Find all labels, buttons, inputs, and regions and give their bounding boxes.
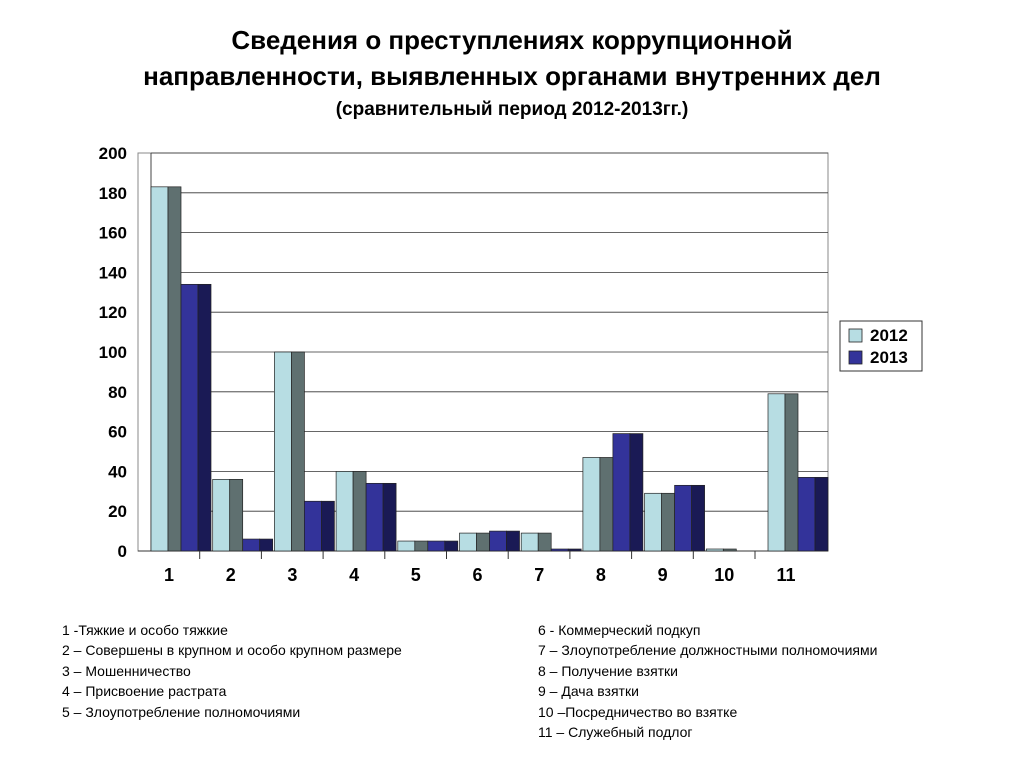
note-item: 3 – Мошенничество — [62, 662, 191, 679]
x-tick-label: 4 — [349, 565, 359, 585]
x-tick-label: 11 — [776, 565, 795, 585]
y-tick-label: 200 — [99, 144, 127, 163]
y-tick-label: 20 — [108, 502, 127, 521]
bar-2012-3 — [274, 351, 292, 552]
y-tick-label: 40 — [108, 462, 127, 481]
y-tick-label: 80 — [108, 383, 127, 402]
bar-side-2013-5 — [444, 540, 459, 552]
bar-2012-6 — [459, 532, 477, 552]
bar-side-2013-4 — [382, 482, 397, 552]
bar-side-2013-3 — [321, 500, 335, 552]
note-item: 11 – Служебный подлог — [538, 723, 693, 740]
y-tick-label: 120 — [99, 303, 127, 322]
legend-label-2012: 2012 — [870, 326, 908, 345]
note-item: 6 - Коммерческий подкуп — [538, 622, 701, 638]
x-tick-label: 2 — [226, 565, 236, 585]
bar-side-2012-5 — [414, 540, 429, 552]
category-notes-left: 1 -Тяжкие и особо тяжкие 2 – Совершены в… — [62, 620, 402, 722]
bar-2013-3 — [304, 500, 322, 552]
note-item: 4 – Присвоение растрата — [62, 683, 227, 700]
bar-2013-8 — [612, 433, 631, 552]
note-item: 10 –Посредничество во взятке — [538, 703, 738, 720]
bar-side-2012-2 — [229, 479, 244, 552]
bar-side-2013-9 — [691, 484, 705, 552]
category-notes-right: 6 - Коммерческий подкуп 7 – Злоупотребле… — [538, 620, 877, 742]
note-item: 7 – Злоупотребление должностными полномо… — [538, 642, 878, 659]
legend-label-2013: 2013 — [870, 348, 908, 367]
bar-side-2013-7 — [567, 548, 582, 552]
bar-side-2012-3 — [291, 351, 305, 552]
chart-subtitle: (сравнительный период 2012-2013гг.) — [335, 99, 689, 120]
bar-2013-5 — [427, 540, 446, 552]
bar-2013-11 — [797, 477, 816, 552]
bar-side-2013-6 — [506, 530, 520, 552]
note-item: 2 – Совершены в крупном и особо крупном … — [62, 642, 402, 659]
y-tick-label: 140 — [99, 263, 127, 282]
bar-2013-1 — [180, 283, 199, 552]
bar-2013-4 — [365, 482, 384, 552]
bar-2012-8 — [582, 457, 601, 552]
note-item: 8 – Получение взятки — [538, 662, 679, 679]
note-item: 1 -Тяжкие и особо тяжкие — [62, 622, 228, 638]
y-tick-label: 160 — [99, 224, 127, 243]
bar-2012-10 — [705, 548, 724, 552]
x-tick-label: 6 — [472, 565, 482, 585]
title-line-1: Сведения о преступлениях коррупционной — [231, 25, 793, 55]
bar-2012-2 — [212, 479, 231, 552]
bar-side-2012-9 — [661, 492, 675, 552]
bar-2012-4 — [335, 471, 354, 552]
bar-2012-1 — [150, 186, 169, 552]
legend-swatch-2012 — [848, 328, 863, 343]
x-tick-label: 9 — [658, 565, 668, 585]
title-line-2: направленности, выявленных органами внут… — [143, 61, 881, 91]
bar-chart: 0 20 40 60 80 100 120 140 160 180 200 1 2 3 4 5 6 7 8 9 10 11… — [99, 144, 923, 585]
bar-2012-7 — [520, 532, 539, 552]
bar-2013-9 — [674, 484, 692, 552]
y-tick-label: 180 — [99, 184, 127, 203]
bar-side-2012-4 — [352, 471, 367, 552]
bar-side-2012-7 — [537, 532, 552, 552]
x-tick-label: 10 — [714, 565, 734, 585]
x-tick-label: 7 — [534, 565, 544, 585]
bar-side-2013-11 — [814, 477, 829, 552]
y-tick-label: 60 — [108, 423, 127, 442]
bar-2013-6 — [489, 530, 507, 552]
x-tick-label: 5 — [411, 565, 421, 585]
bar-2012-9 — [644, 492, 662, 552]
chart-title: Сведения о преступлениях коррупционной н… — [0, 22, 1024, 123]
note-item: 9 – Дача взятки — [538, 683, 639, 700]
bar-2012-11 — [767, 393, 786, 552]
bar-side-2012-8 — [599, 457, 614, 552]
bar-side-2013-8 — [629, 433, 644, 552]
bar-side-2012-10 — [722, 548, 737, 552]
x-tick-label: 3 — [287, 565, 297, 585]
bar-side-2012-6 — [476, 532, 490, 552]
x-tick-label: 1 — [164, 565, 174, 585]
bar-2013-7 — [550, 548, 569, 552]
bar-2013-2 — [242, 538, 261, 552]
legend-swatch-2013 — [848, 350, 863, 365]
y-tick-label: 100 — [99, 343, 127, 362]
bar-2012-5 — [397, 540, 416, 552]
bar-side-2012-11 — [784, 393, 799, 552]
bar-side-2013-1 — [197, 283, 212, 552]
bar-side-2012-1 — [167, 186, 182, 552]
note-item: 5 – Злоупотребление полномочиями — [62, 703, 301, 720]
bar-side-2013-2 — [259, 538, 274, 552]
x-tick-label: 8 — [596, 565, 606, 585]
y-tick-label: 0 — [118, 542, 127, 561]
